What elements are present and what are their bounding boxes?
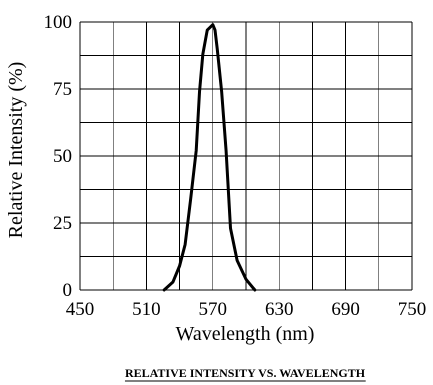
y-tick-label: 25	[53, 213, 72, 234]
x-tick-label: 570	[199, 299, 228, 320]
y-tick-label: 0	[63, 280, 73, 301]
y-tick-label: 100	[44, 12, 73, 33]
chart-caption: RELATIVE INTENSITY VS. WAVELENGTH	[125, 366, 366, 380]
y-axis-ticks: 0 25 50 75 100	[44, 12, 73, 301]
series-layer	[162, 23, 257, 292]
x-axis-ticks: 450 510 570 630 690 750	[66, 299, 427, 320]
y-axis-label: Relative Intensity (%)	[5, 62, 27, 239]
grid	[79, 21, 413, 291]
x-axis-label: Wavelength (nm)	[176, 323, 315, 345]
y-tick-label: 50	[53, 146, 72, 167]
x-tick-label: 690	[331, 299, 360, 320]
x-tick-label: 750	[398, 299, 427, 320]
spectrum-series-line	[162, 23, 257, 292]
x-tick-label: 630	[265, 299, 294, 320]
x-tick-label: 510	[132, 299, 161, 320]
x-tick-label: 450	[66, 299, 95, 320]
y-tick-label: 75	[53, 79, 72, 100]
